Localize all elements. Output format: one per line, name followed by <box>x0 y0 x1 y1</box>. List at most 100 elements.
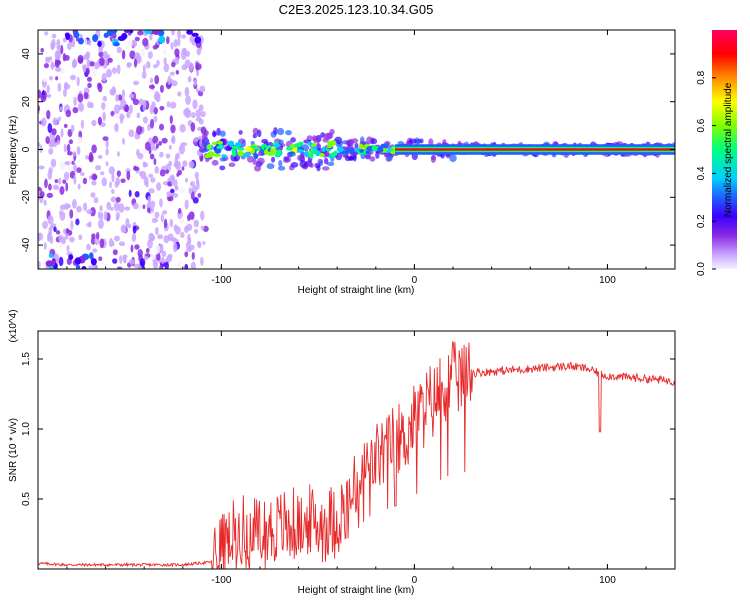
snr-background <box>38 331 675 569</box>
track-halo <box>323 157 329 165</box>
noise-blob <box>137 30 144 36</box>
track-halo <box>323 152 330 157</box>
noise-blob <box>38 89 42 99</box>
noise-blob <box>165 169 170 174</box>
edge-blob <box>48 266 54 269</box>
noise-blob <box>90 192 96 198</box>
noise-blob <box>122 226 127 234</box>
noise-blob <box>129 50 136 60</box>
noise-blob <box>174 56 180 65</box>
noise-blob <box>185 50 190 57</box>
noise-blob <box>65 228 70 234</box>
noise-blob <box>84 52 90 61</box>
track-core <box>273 143 281 148</box>
noise-blob <box>68 165 73 172</box>
track-core <box>288 151 296 155</box>
noise-blob <box>72 106 79 114</box>
noise-blob <box>120 115 124 125</box>
noise-blob <box>86 59 90 70</box>
noise-blob <box>102 50 108 59</box>
noise-blob <box>87 38 92 46</box>
noise-blob <box>102 136 109 141</box>
noise-blob <box>200 111 206 118</box>
noise-blob <box>174 185 179 191</box>
track-halo <box>212 130 217 138</box>
track-core <box>327 145 332 149</box>
noise-blob <box>110 196 116 203</box>
noise-blob <box>160 257 165 264</box>
track-core <box>294 143 301 148</box>
noise-blob <box>53 226 57 232</box>
noise-blob <box>46 109 51 120</box>
track-halo <box>211 159 219 166</box>
x-tick-label: -100 <box>211 575 231 586</box>
noise-blob <box>113 201 120 212</box>
y-tick-label: 0 <box>21 146 32 152</box>
noise-blob <box>131 39 138 48</box>
noise-blob <box>78 102 85 112</box>
noise-blob <box>130 244 134 253</box>
noise-blob <box>101 72 107 83</box>
track-core <box>366 146 374 152</box>
track-core <box>285 146 293 151</box>
edge-blob <box>68 254 74 261</box>
x-tick-label: 100 <box>599 275 616 286</box>
noise-blob <box>133 58 138 68</box>
noise-blob <box>193 78 197 87</box>
noise-blob <box>38 105 41 112</box>
x-tick-label: 100 <box>599 575 616 586</box>
noise-blob <box>97 211 101 220</box>
noise-blob <box>136 125 143 135</box>
noise-blob <box>43 199 47 206</box>
noise-blob <box>59 106 63 112</box>
noise-blob <box>106 68 112 78</box>
noise-blob <box>175 70 180 75</box>
noise-blob <box>77 136 83 144</box>
noise-blob <box>91 119 97 127</box>
noise-blob <box>160 213 164 223</box>
spectrogram-panel: -100 0 100 -40 -20 0 20 40 Height of straight … <box>8 29 676 296</box>
noise-blob <box>46 84 50 94</box>
noise-blob <box>139 171 143 177</box>
track-halo <box>290 161 299 168</box>
noise-blob <box>142 37 149 47</box>
noise-blob <box>184 199 189 210</box>
noise-blob <box>166 101 171 108</box>
noise-blob <box>43 63 49 69</box>
noise-blob <box>159 169 166 177</box>
noise-blob <box>144 141 151 151</box>
noise-blob <box>169 71 175 76</box>
noise-blob <box>38 165 45 170</box>
noise-blob <box>41 117 47 127</box>
noise-blob <box>62 53 67 62</box>
noise-blob <box>38 232 41 242</box>
noise-blob <box>174 48 180 57</box>
track-halo <box>228 162 236 168</box>
noise-blob <box>125 217 130 228</box>
spectrogram-y-label: Frequency (Hz) <box>8 116 19 185</box>
track-halo <box>290 137 296 143</box>
track-halo <box>285 130 292 136</box>
noise-blob <box>142 148 146 155</box>
noise-blob <box>95 165 102 171</box>
noise-blob <box>102 95 108 102</box>
noise-blob <box>188 160 195 169</box>
noise-blob <box>47 122 53 133</box>
noise-blob <box>116 64 121 75</box>
noise-blob <box>148 188 155 194</box>
noise-blob <box>170 124 176 134</box>
noise-blob <box>60 44 64 55</box>
noise-blob <box>109 181 112 189</box>
noise-blob <box>63 81 69 91</box>
noise-blob <box>62 88 67 98</box>
noise-blob <box>108 166 115 175</box>
noise-blob <box>150 200 156 208</box>
edge-blob <box>144 30 153 35</box>
noise-blob <box>44 31 49 36</box>
noise-blob <box>155 143 159 149</box>
noise-blob <box>178 144 186 155</box>
noise-blob <box>91 66 97 77</box>
noise-blob <box>84 38 88 46</box>
track-halo <box>219 130 226 137</box>
noise-blob <box>47 215 54 225</box>
